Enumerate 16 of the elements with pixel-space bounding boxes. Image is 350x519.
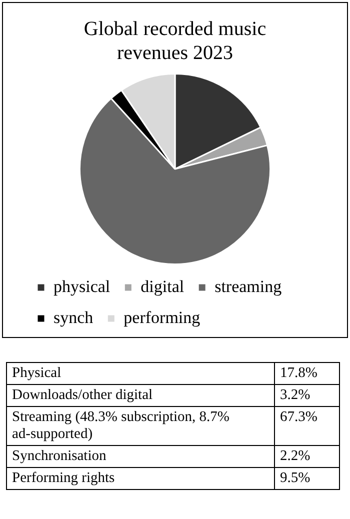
text: 2.2% xyxy=(274,446,340,468)
text: Downloads/other digital xyxy=(6,384,274,406)
text: Physical xyxy=(6,362,274,384)
text: Performing rights xyxy=(6,468,274,490)
legend-label: performing xyxy=(124,308,201,327)
legend-label: physical xyxy=(54,276,110,296)
legend-label: synch xyxy=(54,308,94,327)
legend-label: digital xyxy=(140,276,184,296)
text: Synchronisation xyxy=(6,446,274,468)
legend-label: streaming xyxy=(214,276,282,296)
text: 67.3% xyxy=(274,406,340,446)
text: 9.5% xyxy=(274,468,340,490)
text: 3.2% xyxy=(274,384,340,406)
chart-title: Global recorded music revenues 2023 xyxy=(82,17,268,65)
text: Streaming (48.3% subscription, 8.7% ad-supported) xyxy=(6,406,274,446)
text: 17.8% xyxy=(274,362,340,384)
